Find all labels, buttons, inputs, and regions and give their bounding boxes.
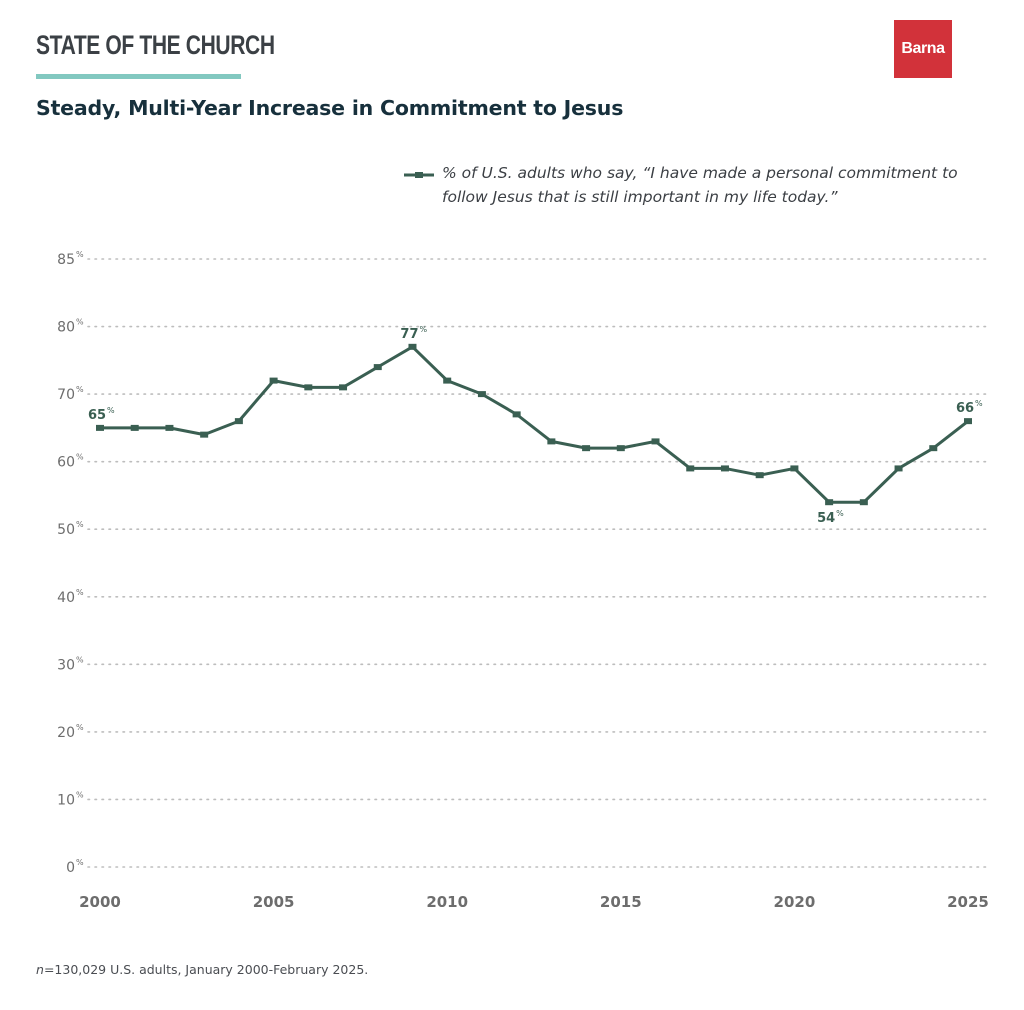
data-label-2009: 77 — [400, 327, 418, 342]
chart-title: Steady, Multi-Year Increase in Commitmen… — [36, 96, 624, 120]
series-line — [100, 345, 969, 504]
data-point-2025 — [964, 418, 972, 425]
legend-entry: % of U.S. adults who say, “I have made a… — [442, 164, 958, 206]
data-point-2019 — [755, 472, 764, 479]
y-tick-suffix: % — [76, 588, 84, 597]
data-point-2020 — [790, 465, 799, 472]
data-label-2021: 54 — [817, 511, 835, 526]
x-tick-label: 2010 — [426, 893, 468, 911]
data-point-2002 — [165, 424, 174, 431]
y-tick-suffix: % — [76, 723, 84, 732]
data-point-2015 — [616, 445, 625, 452]
x-axis-ticks: 2000 2005 2010 2015 2020 2025 — [79, 893, 989, 911]
logo-text: Barna — [901, 40, 945, 57]
data-label-2000: 65 — [88, 408, 106, 423]
line-chart: 0 %10 %20 %30 %40 %50 %60 %70 %80 %85% 2000 2005 20… — [57, 250, 989, 911]
y-tick-suffix: % — [76, 250, 84, 259]
y-tick-suffix: % — [76, 520, 84, 529]
y-tick-suffix: % — [76, 858, 84, 867]
x-tick-label: 2015 — [600, 893, 642, 911]
y-tick-suffix: % — [76, 655, 84, 664]
data-point-2000 — [96, 424, 104, 431]
kicker-underline — [36, 74, 241, 79]
data-point-2018 — [720, 465, 729, 472]
data-point-2021 — [825, 499, 834, 506]
y-tick-label: 85 — [57, 252, 75, 268]
data-point-2005 — [269, 377, 278, 384]
y-tick-label: 10 — [57, 792, 75, 808]
data-label-2025: 66 — [956, 401, 974, 416]
gridlines — [87, 258, 989, 868]
data-point-2017 — [686, 465, 695, 472]
data-label-suffix: % — [836, 509, 844, 518]
y-tick-suffix: % — [76, 790, 84, 799]
series-markers — [96, 343, 972, 506]
footnote-text: =130,029 U.S. adults, January 2000-Febru… — [43, 962, 369, 977]
data-point-2009 — [408, 343, 417, 350]
x-tick-label: 2005 — [253, 893, 295, 911]
data-point-2023 — [894, 465, 903, 472]
y-tick-suffix: % — [76, 318, 84, 327]
x-tick-label: 2020 — [774, 893, 816, 911]
data-point-2012 — [512, 411, 521, 418]
data-point-2004 — [234, 418, 243, 425]
data-point-2022 — [859, 499, 868, 506]
data-point-2010 — [443, 377, 452, 384]
y-tick-label: 60 — [57, 455, 75, 471]
data-label-suffix: % — [975, 399, 983, 408]
data-point-2013 — [547, 438, 556, 445]
data-labels: 65 %77 %54 %66% — [88, 325, 983, 526]
data-point-2011 — [477, 391, 486, 398]
barna-logo: Barna — [894, 20, 952, 78]
y-tick-label: 30 — [57, 657, 75, 673]
y-tick-label: 50 — [57, 522, 75, 538]
x-tick-label: 2025 — [947, 893, 989, 911]
data-point-2016 — [651, 438, 660, 445]
y-tick-suffix: % — [76, 385, 84, 394]
footnote-n: n — [36, 962, 44, 977]
series-polyline — [100, 345, 969, 504]
y-tick-label: 70 — [57, 387, 75, 403]
legend-line-marker-icon — [404, 172, 434, 178]
data-point-2003 — [200, 431, 209, 438]
data-point-2001 — [130, 424, 139, 431]
y-tick-label: 80 — [57, 320, 75, 336]
footnote: n=130,029 U.S. adults, January 2000-Febr… — [36, 962, 368, 977]
data-point-2008 — [373, 364, 382, 371]
y-tick-label: 0 — [66, 860, 75, 876]
data-label-suffix: % — [107, 406, 115, 415]
data-point-2014 — [582, 445, 591, 452]
data-point-2007 — [339, 384, 348, 391]
data-label-suffix: % — [419, 325, 427, 334]
y-tick-suffix: % — [76, 453, 84, 462]
y-axis-ticks: 0 %10 %20 %30 %40 %50 %60 %70 %80 %85% — [57, 250, 84, 876]
y-tick-label: 40 — [57, 590, 75, 606]
x-tick-label: 2000 — [79, 893, 121, 911]
report-kicker: STATE OF THE CHURCH — [36, 30, 275, 60]
data-point-2006 — [304, 384, 313, 391]
y-tick-label: 20 — [57, 725, 75, 741]
data-point-2024 — [929, 445, 938, 452]
